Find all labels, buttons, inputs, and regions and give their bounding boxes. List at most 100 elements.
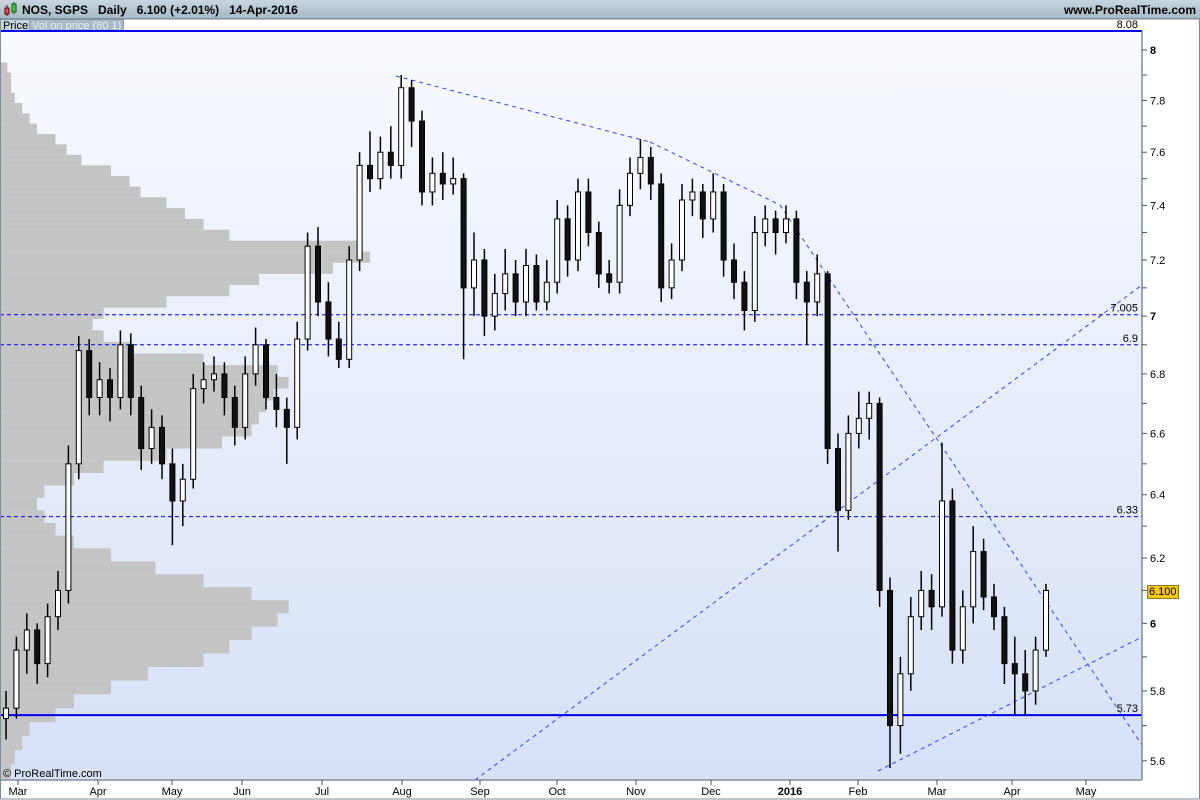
volume-profile-bar (0, 764, 12, 779)
candle-body (491, 292, 498, 317)
candle-body (273, 396, 280, 410)
site-link[interactable]: www.ProRealTime.com (1063, 3, 1196, 17)
candle-body (897, 673, 904, 727)
candle-body (564, 218, 571, 261)
candle-body (918, 589, 925, 618)
candle-body (179, 478, 186, 502)
candle-body (408, 87, 415, 122)
volume-profile-bar (0, 574, 204, 588)
candle (1032, 636, 1039, 705)
candle-body (398, 87, 405, 166)
volume-profile-bar (0, 424, 252, 437)
candle-body (429, 172, 436, 193)
candle-body (991, 596, 997, 618)
volume-profile-bar (0, 229, 230, 241)
candle-body (117, 344, 124, 398)
candle-body (1001, 616, 1008, 665)
candle-body (959, 606, 966, 651)
chart-title: NOS, SGPS Daily 6.100 (+2.01%) 14-Apr-20… (22, 3, 298, 17)
candle (190, 373, 197, 489)
candle-body (419, 120, 425, 193)
candle-body (283, 408, 290, 428)
volume-profile-bar (0, 667, 148, 681)
volume-profile-bar (0, 154, 82, 166)
candle (502, 248, 509, 311)
candle-body (720, 191, 727, 261)
candle-body (44, 616, 51, 665)
candle (377, 136, 384, 190)
candle-body (751, 231, 758, 311)
x-tick-label: Nov (626, 786, 646, 798)
candle-body (159, 426, 165, 465)
candle (564, 205, 571, 277)
candle-body (335, 338, 342, 360)
candle (491, 273, 498, 331)
x-tick-label: Dec (701, 786, 721, 798)
volume-profile-bar (0, 103, 23, 114)
x-tick-label: 2016 (778, 786, 802, 798)
candle (918, 570, 925, 631)
candle-body (980, 551, 987, 598)
y-tick-label: 7 (1150, 311, 1156, 323)
volume-profile-bar (0, 400, 267, 413)
candle (481, 248, 488, 337)
candle (346, 246, 353, 369)
candle (86, 339, 93, 416)
candle-body (803, 281, 810, 303)
candle-body (96, 379, 103, 398)
axis-background (1142, 19, 1200, 800)
volume-profile-bar (0, 436, 222, 449)
volume-profile-bar (0, 600, 289, 614)
candle (855, 391, 862, 449)
volume-profile-bar (0, 72, 12, 83)
candle (783, 205, 789, 244)
trend-line (474, 284, 1143, 781)
candle (387, 126, 394, 179)
volume-profile-bar (0, 82, 12, 93)
candle-body (928, 589, 935, 608)
candle-body (679, 199, 685, 261)
candle-body (595, 231, 602, 275)
horizontal-line-label: 8.08 (1117, 19, 1138, 31)
horizontal-line-label: 5.73 (1117, 703, 1138, 715)
x-tick-label: May (162, 786, 183, 798)
candle-body (481, 259, 488, 317)
candle (148, 409, 155, 464)
candle-body (138, 396, 145, 450)
y-tick-label: 7.8 (1150, 95, 1165, 107)
candle-body (814, 273, 821, 303)
volume-profile-bar (0, 251, 370, 263)
candle (13, 636, 20, 719)
candle-body (221, 373, 228, 398)
volume-profile-bar (0, 388, 274, 401)
candle-body (731, 259, 737, 283)
candle (523, 248, 529, 317)
y-tick-label: 8 (1150, 45, 1156, 57)
candle-body (783, 218, 789, 233)
volume-profile-bar (0, 92, 15, 104)
copyright-text: © ProRealTime.com (3, 768, 102, 780)
candle (419, 110, 425, 206)
candle (928, 574, 935, 631)
volume-profile-bar (0, 497, 37, 511)
y-tick-label: 7.4 (1150, 200, 1165, 212)
candle-body (793, 218, 800, 283)
candle-body (346, 259, 353, 360)
candle (762, 205, 769, 247)
candle (866, 391, 873, 440)
candle (720, 183, 727, 277)
candlestick-logo-icon (4, 2, 17, 16)
candle (543, 259, 550, 311)
candle (55, 570, 61, 631)
candle (512, 259, 519, 317)
volume-profile-bar (0, 62, 8, 73)
y-tick-label: 7.6 (1150, 147, 1165, 159)
candle (96, 362, 103, 416)
candle (283, 397, 290, 464)
candle (169, 448, 176, 546)
x-tick-label: May (1076, 786, 1097, 798)
volume-profile-bar (0, 296, 167, 308)
current-price-tag: 6.100 (1147, 585, 1179, 599)
volume-profile-bar (0, 561, 156, 575)
